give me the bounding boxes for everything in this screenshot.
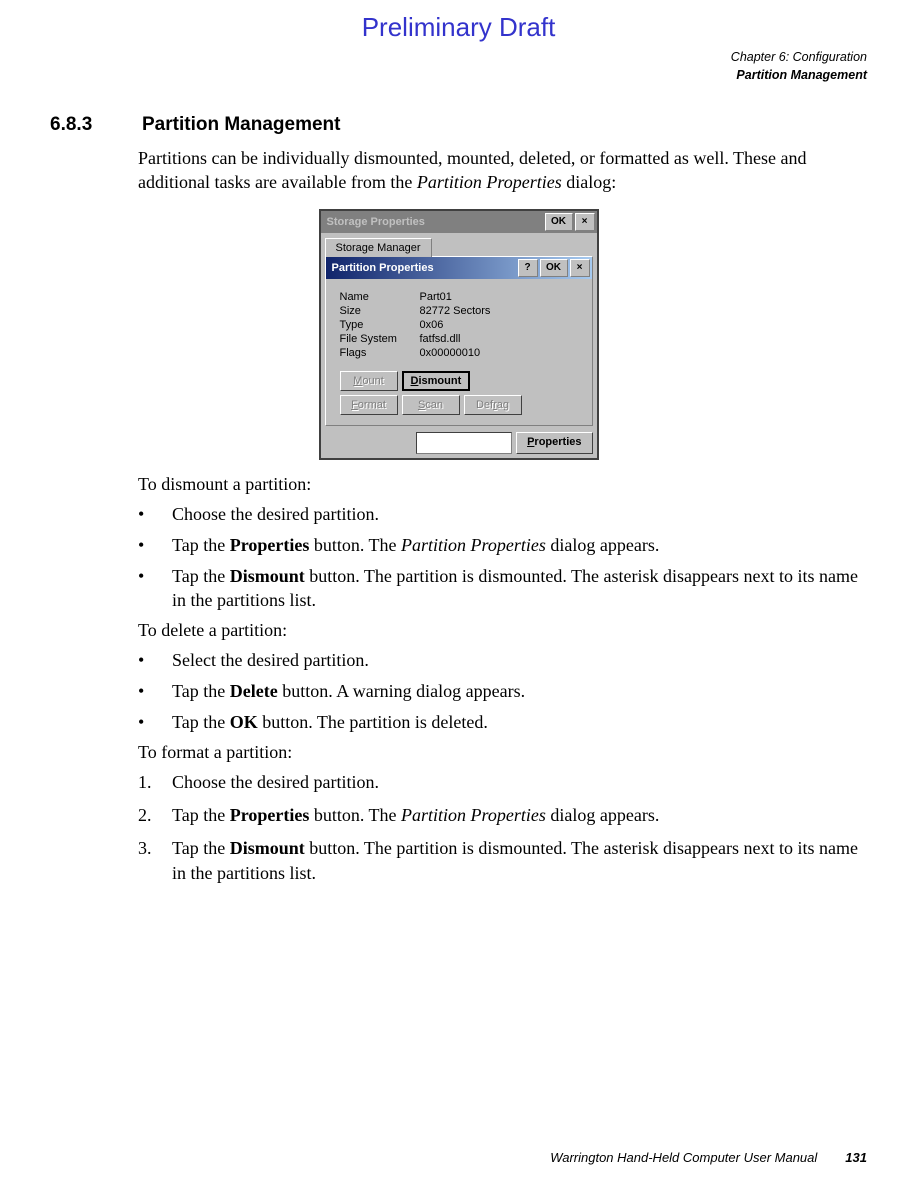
properties-body: NamePart01 Size82772 Sectors Type0x06 Fi… xyxy=(326,279,592,425)
inner-ok-button[interactable]: OK xyxy=(540,259,568,277)
close-icon[interactable]: × xyxy=(575,213,595,231)
section-label: Partition Management xyxy=(50,67,867,85)
dialog-figure: Storage Properties OK × Storage Manager … xyxy=(50,209,867,460)
ok-button[interactable]: OK xyxy=(545,213,573,231)
section-title: Partition Management xyxy=(142,114,340,136)
list-item: •Tap the Properties button. The Partitio… xyxy=(138,533,867,557)
table-row: Size82772 Sectors xyxy=(340,305,580,317)
help-button[interactable]: ? xyxy=(518,259,538,277)
storage-properties-window: Storage Properties OK × Storage Manager … xyxy=(319,209,599,460)
mount-button[interactable]: Mount xyxy=(340,371,398,391)
page-number: 131 xyxy=(845,1150,867,1165)
outer-title: Storage Properties xyxy=(327,216,425,228)
dismount-list: •Choose the desired partition. •Tap the … xyxy=(138,502,867,613)
page-footer: Warrington Hand-Held Computer User Manua… xyxy=(50,1150,867,1165)
partition-properties-window: Partition Properties ? OK × NamePart01 S… xyxy=(325,256,593,426)
list-item: 3.Tap the Dismount button. The partition… xyxy=(138,836,867,885)
list-item: •Tap the Delete button. A warning dialog… xyxy=(138,679,867,703)
list-item: •Choose the desired partition. xyxy=(138,502,867,526)
tab-row: Storage Manager xyxy=(321,233,597,256)
table-row: Type0x06 xyxy=(340,319,580,331)
dismount-heading: To dismount a partition: xyxy=(138,474,867,495)
properties-button[interactable]: Properties xyxy=(516,432,592,454)
table-row: Flags0x00000010 xyxy=(340,347,580,359)
outer-titlebar: Storage Properties OK × xyxy=(321,211,597,233)
list-item: 2.Tap the Properties button. The Partiti… xyxy=(138,803,867,827)
inner-titlebar: Partition Properties ? OK × xyxy=(326,257,592,279)
inner-close-icon[interactable]: × xyxy=(570,259,590,277)
format-heading: To format a partition: xyxy=(138,742,867,763)
list-item: •Tap the OK button. The partition is del… xyxy=(138,710,867,734)
delete-list: •Select the desired partition. •Tap the … xyxy=(138,648,867,735)
footer-text: Warrington Hand-Held Computer User Manua… xyxy=(550,1150,817,1165)
inner-title: Partition Properties xyxy=(332,262,434,274)
list-item: 1.Choose the desired partition. xyxy=(138,770,867,794)
list-item: •Tap the Dismount button. The partition … xyxy=(138,564,867,613)
defrag-button[interactable]: Defrag xyxy=(464,395,522,415)
chapter-label: Chapter 6: Configuration xyxy=(50,49,867,67)
format-button[interactable]: Format xyxy=(340,395,398,415)
tab-storage-manager[interactable]: Storage Manager xyxy=(325,238,432,257)
table-row: NamePart01 xyxy=(340,291,580,303)
page-header: Chapter 6: Configuration Partition Manag… xyxy=(50,49,867,84)
section-heading: 6.8.3 Partition Management xyxy=(50,114,867,136)
format-list: 1.Choose the desired partition. 2.Tap th… xyxy=(138,770,867,885)
scan-button[interactable]: Scan xyxy=(402,395,460,415)
list-item: •Select the desired partition. xyxy=(138,648,867,672)
section-number: 6.8.3 xyxy=(50,114,138,136)
bottom-strip: Properties xyxy=(321,430,597,458)
watermark: Preliminary Draft xyxy=(50,12,867,43)
intro-paragraph: Partitions can be individually dismounte… xyxy=(138,146,867,195)
table-row: File Systemfatfsd.dll xyxy=(340,333,580,345)
dismount-button[interactable]: Dismount xyxy=(402,371,471,391)
blank-field xyxy=(416,432,512,454)
delete-heading: To delete a partition: xyxy=(138,620,867,641)
